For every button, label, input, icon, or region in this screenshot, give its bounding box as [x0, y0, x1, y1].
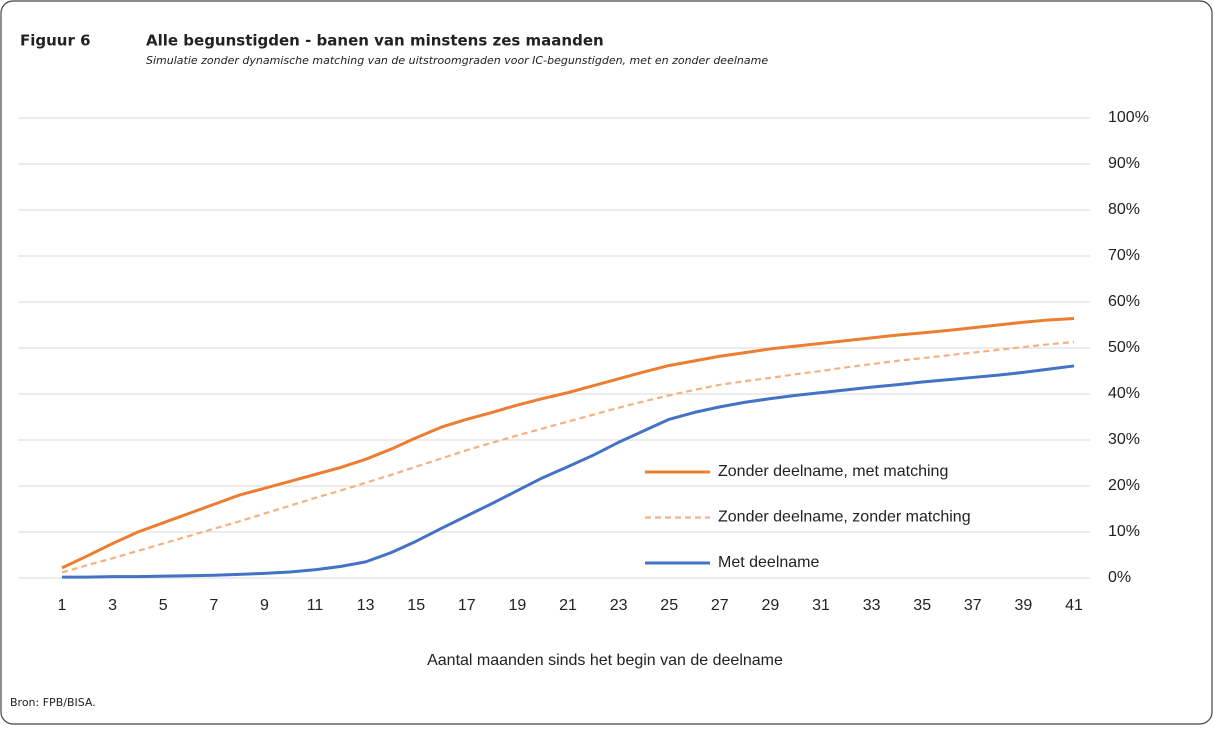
figure-label: Figuur 6	[20, 32, 91, 50]
y-tick-label: 90%	[1108, 155, 1140, 172]
source: Bron: FPB/BISA.	[10, 696, 96, 709]
x-tick-label: 5	[159, 597, 168, 614]
y-tick-label: 60%	[1108, 293, 1140, 310]
y-tick-label: 20%	[1108, 477, 1140, 494]
x-tick-label: 9	[260, 597, 269, 614]
x-tick-label: 39	[1015, 597, 1033, 614]
x-tick-label: 33	[863, 597, 881, 614]
x-tick-label: 15	[407, 597, 425, 614]
series-line	[61, 340, 1075, 574]
series-line	[61, 317, 1075, 570]
y-tick-label: 30%	[1108, 431, 1140, 448]
chart-subtitle: Simulatie zonder dynamische matching van…	[146, 54, 768, 67]
x-tick-label: 11	[307, 597, 324, 614]
y-tick-label: 100%	[1108, 109, 1149, 126]
y-tick-label: 10%	[1108, 523, 1140, 540]
x-tick-label: 3	[108, 597, 117, 614]
x-tick-label: 29	[762, 597, 780, 614]
x-tick-label: 17	[458, 597, 476, 614]
x-tick-label: 37	[964, 597, 982, 614]
x-tick-label: 35	[913, 597, 931, 614]
x-tick-label: 21	[559, 597, 577, 614]
y-tick-label: 70%	[1108, 247, 1140, 264]
x-tick-label: 41	[1065, 597, 1083, 614]
x-tick-label: 19	[509, 597, 527, 614]
y-tick-label: 0%	[1108, 569, 1131, 586]
x-tick-label: 27	[711, 597, 729, 614]
x-tick-label: 25	[660, 597, 678, 614]
chart-title: Alle begunstigden - banen van minstens z…	[146, 32, 604, 50]
x-tick-label: 31	[812, 597, 830, 614]
x-tick-label: 1	[58, 597, 67, 614]
legend-label: Zonder deelname, met matching	[718, 463, 948, 480]
x-tick-label: 7	[209, 597, 218, 614]
x-tick-label: 13	[357, 597, 375, 614]
legend-label: Zonder deelname, zonder matching	[718, 509, 971, 526]
legend-label: Met deelname	[718, 554, 819, 571]
series-line	[62, 364, 1075, 579]
x-tick-label: 23	[610, 597, 628, 614]
y-tick-label: 80%	[1108, 201, 1140, 218]
x-axis-title: Aantal maanden sinds het begin van de de…	[427, 652, 783, 669]
y-tick-label: 40%	[1108, 385, 1140, 402]
y-tick-label: 50%	[1108, 339, 1140, 356]
